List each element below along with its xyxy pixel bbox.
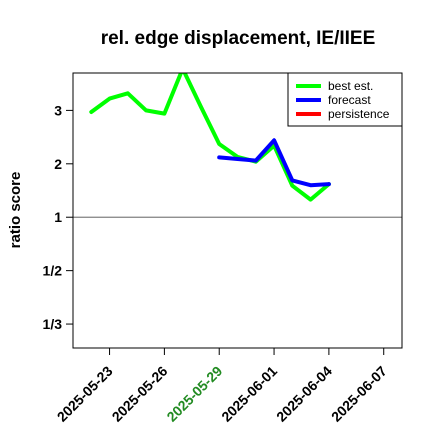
y-tick-label-1: 2 bbox=[54, 156, 62, 172]
y-tick-label-4: 1/3 bbox=[43, 316, 63, 332]
legend-label-persistence: persistence bbox=[328, 107, 390, 121]
series-line-best-est bbox=[89, 73, 331, 202]
y-tick-label-0: 3 bbox=[54, 102, 62, 118]
y-tick-label-3: 1/2 bbox=[43, 263, 63, 279]
legend-label-forecast: forecast bbox=[328, 93, 371, 107]
legend-label-best-est: best est. bbox=[328, 79, 373, 93]
y-axis-label: ratio score bbox=[7, 172, 24, 249]
plot-frame bbox=[72, 72, 403, 349]
chart-title: rel. edge displacement, IE/IIEE bbox=[101, 28, 376, 49]
y-tick-label-2: 1 bbox=[54, 209, 62, 225]
series-line-forecast bbox=[217, 138, 331, 188]
